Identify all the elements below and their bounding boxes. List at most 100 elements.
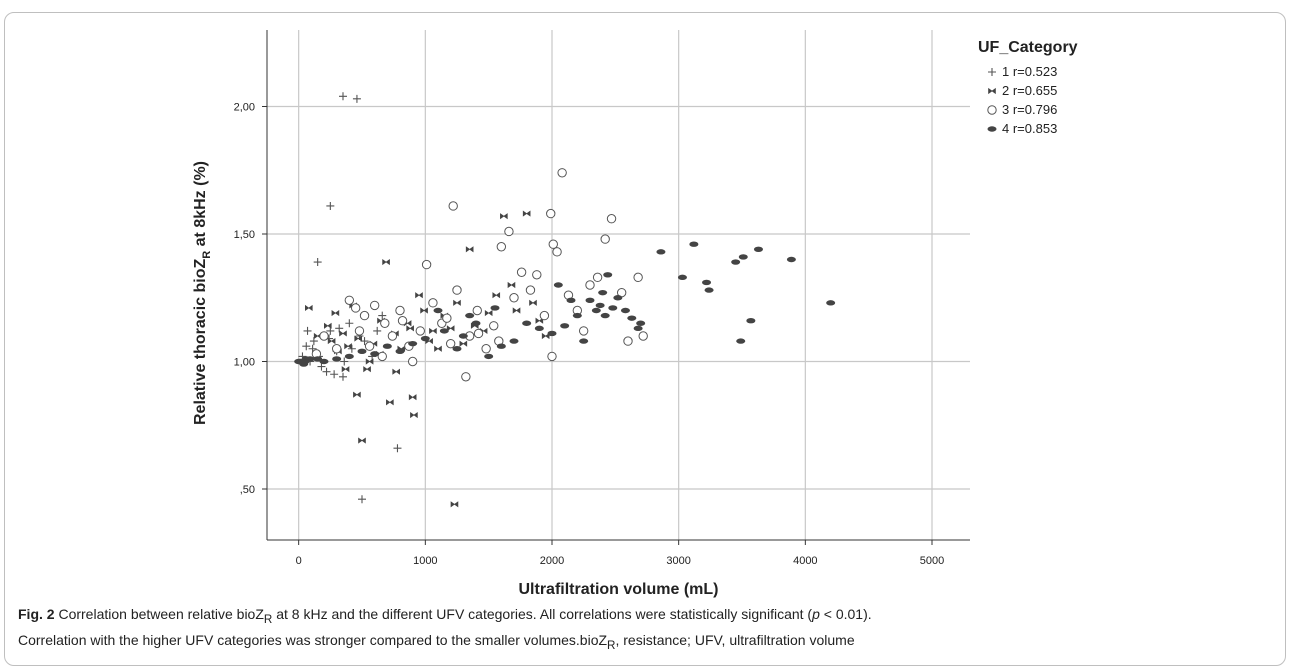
data-point-ellipse [332,356,342,362]
caption-text: at 8 kHz and the different UFV categorie… [272,606,813,622]
data-point-circle [552,247,562,257]
legend-marker-plus [988,68,996,76]
data-point-plus [393,444,402,453]
data-point-bowtie [507,281,516,289]
data-point-ellipse [636,320,646,326]
data-point-circle [461,372,471,382]
data-point-circle [442,313,452,323]
data-point-ellipse [534,325,544,332]
x-tick-label: 1000 [413,555,437,567]
data-point-ellipse [370,351,380,357]
data-point-bowtie [492,292,501,299]
data-point-ellipse [305,356,315,362]
legend-item-label: 2 r=0.655 [1002,83,1057,98]
x-axis-label: Ultrafiltration volume (mL) [518,581,718,598]
data-point-ellipse [620,307,630,314]
data-point-ellipse [344,353,354,360]
data-point-ellipse [496,343,506,349]
data-point-ellipse [689,241,699,247]
plot-area [267,30,970,540]
x-tick-label: 0 [296,555,302,567]
data-point-circle [606,213,617,224]
data-point-circle [428,298,438,308]
data-point-bowtie [500,213,508,220]
legend-item-label: 3 r=0.796 [1002,102,1057,117]
data-point-circle [539,310,550,321]
data-point-ellipse [452,346,462,352]
data-point-circle [516,267,527,277]
data-point-plus [345,319,354,328]
data-point-bowtie [327,338,336,345]
data-point-circle [344,295,355,305]
data-point-circle [638,331,648,341]
data-point-circle [481,344,491,354]
data-point-plus [358,495,366,504]
data-point-bowtie [386,399,394,406]
data-point-ellipse [704,287,714,293]
data-point-bowtie [339,330,347,337]
caption-italic-p: p [812,606,820,622]
y-axis-label-main: Relative thoracic bioZ [192,259,209,425]
data-point-circle [472,305,482,316]
data-point-bowtie [341,366,350,373]
data-point-bowtie [331,309,340,317]
data-point-circle [407,356,418,367]
caption-text: Correlation between relative bioZ [54,606,264,622]
legend-marker-ellipse [987,126,997,132]
data-point-ellipse [598,289,608,296]
data-point-bowtie [365,358,374,365]
data-point-circle [380,318,390,328]
data-point-ellipse [585,297,595,303]
grid-lines [267,30,970,540]
data-point-circle [452,285,462,295]
data-point-ellipse [471,320,481,326]
data-point-circle [489,321,499,331]
data-point-plus [322,367,331,376]
x-tick-label: 2000 [540,555,564,567]
data-point-circle [592,272,603,283]
data-point-circle [395,305,405,316]
data-point-circle [397,316,408,326]
data-points [294,92,836,508]
data-point-ellipse [591,307,601,314]
data-point-ellipse [490,305,500,311]
data-point-ellipse [613,295,623,301]
data-point-circle [504,226,514,237]
data-point-bowtie [304,304,313,312]
data-point-bowtie [465,246,474,253]
y-tick-label: 1,00 [234,357,255,369]
data-point-plus [303,326,312,335]
caption-text: , resistance; UFV, ultrafiltration volum… [615,631,855,648]
legend-marker-circle [987,105,997,115]
y-tick-label: ,50 [240,484,255,496]
data-point-ellipse [395,348,405,354]
data-point-plus [326,201,335,210]
data-point-plus [317,362,326,371]
data-point-bowtie [434,345,442,352]
data-point-ellipse [731,259,741,265]
y-tick-label: 2,00 [234,102,255,114]
legend-marker-bowtie [988,87,996,95]
y-tick-label: 1,50 [234,229,255,241]
data-point-bowtie [354,335,363,342]
data-point-ellipse [600,312,610,319]
data-point-ellipse [826,300,836,306]
data-point-circle [415,326,425,336]
data-point-ellipse [439,328,449,334]
data-point-ellipse [553,282,563,288]
tick-labels: 0 1000 2000 3000 4000 5000 ,50 1,00 1,50 2,00 [234,102,945,568]
data-point-ellipse [547,330,557,337]
data-point-circle [548,239,558,249]
data-point-ellipse [738,254,748,260]
y-axis-label-tail: at 8kHz (%) [192,161,209,251]
data-point-bowtie [459,340,468,347]
data-point-circle [359,310,370,321]
data-point-plus [313,258,322,267]
data-point-bowtie [344,343,352,350]
data-point-plus [339,92,347,101]
data-point-circle [546,208,556,219]
caption-subscript: R [607,638,616,652]
data-point-circle [364,341,375,351]
data-point-ellipse [572,312,582,319]
data-point-ellipse [408,340,418,347]
